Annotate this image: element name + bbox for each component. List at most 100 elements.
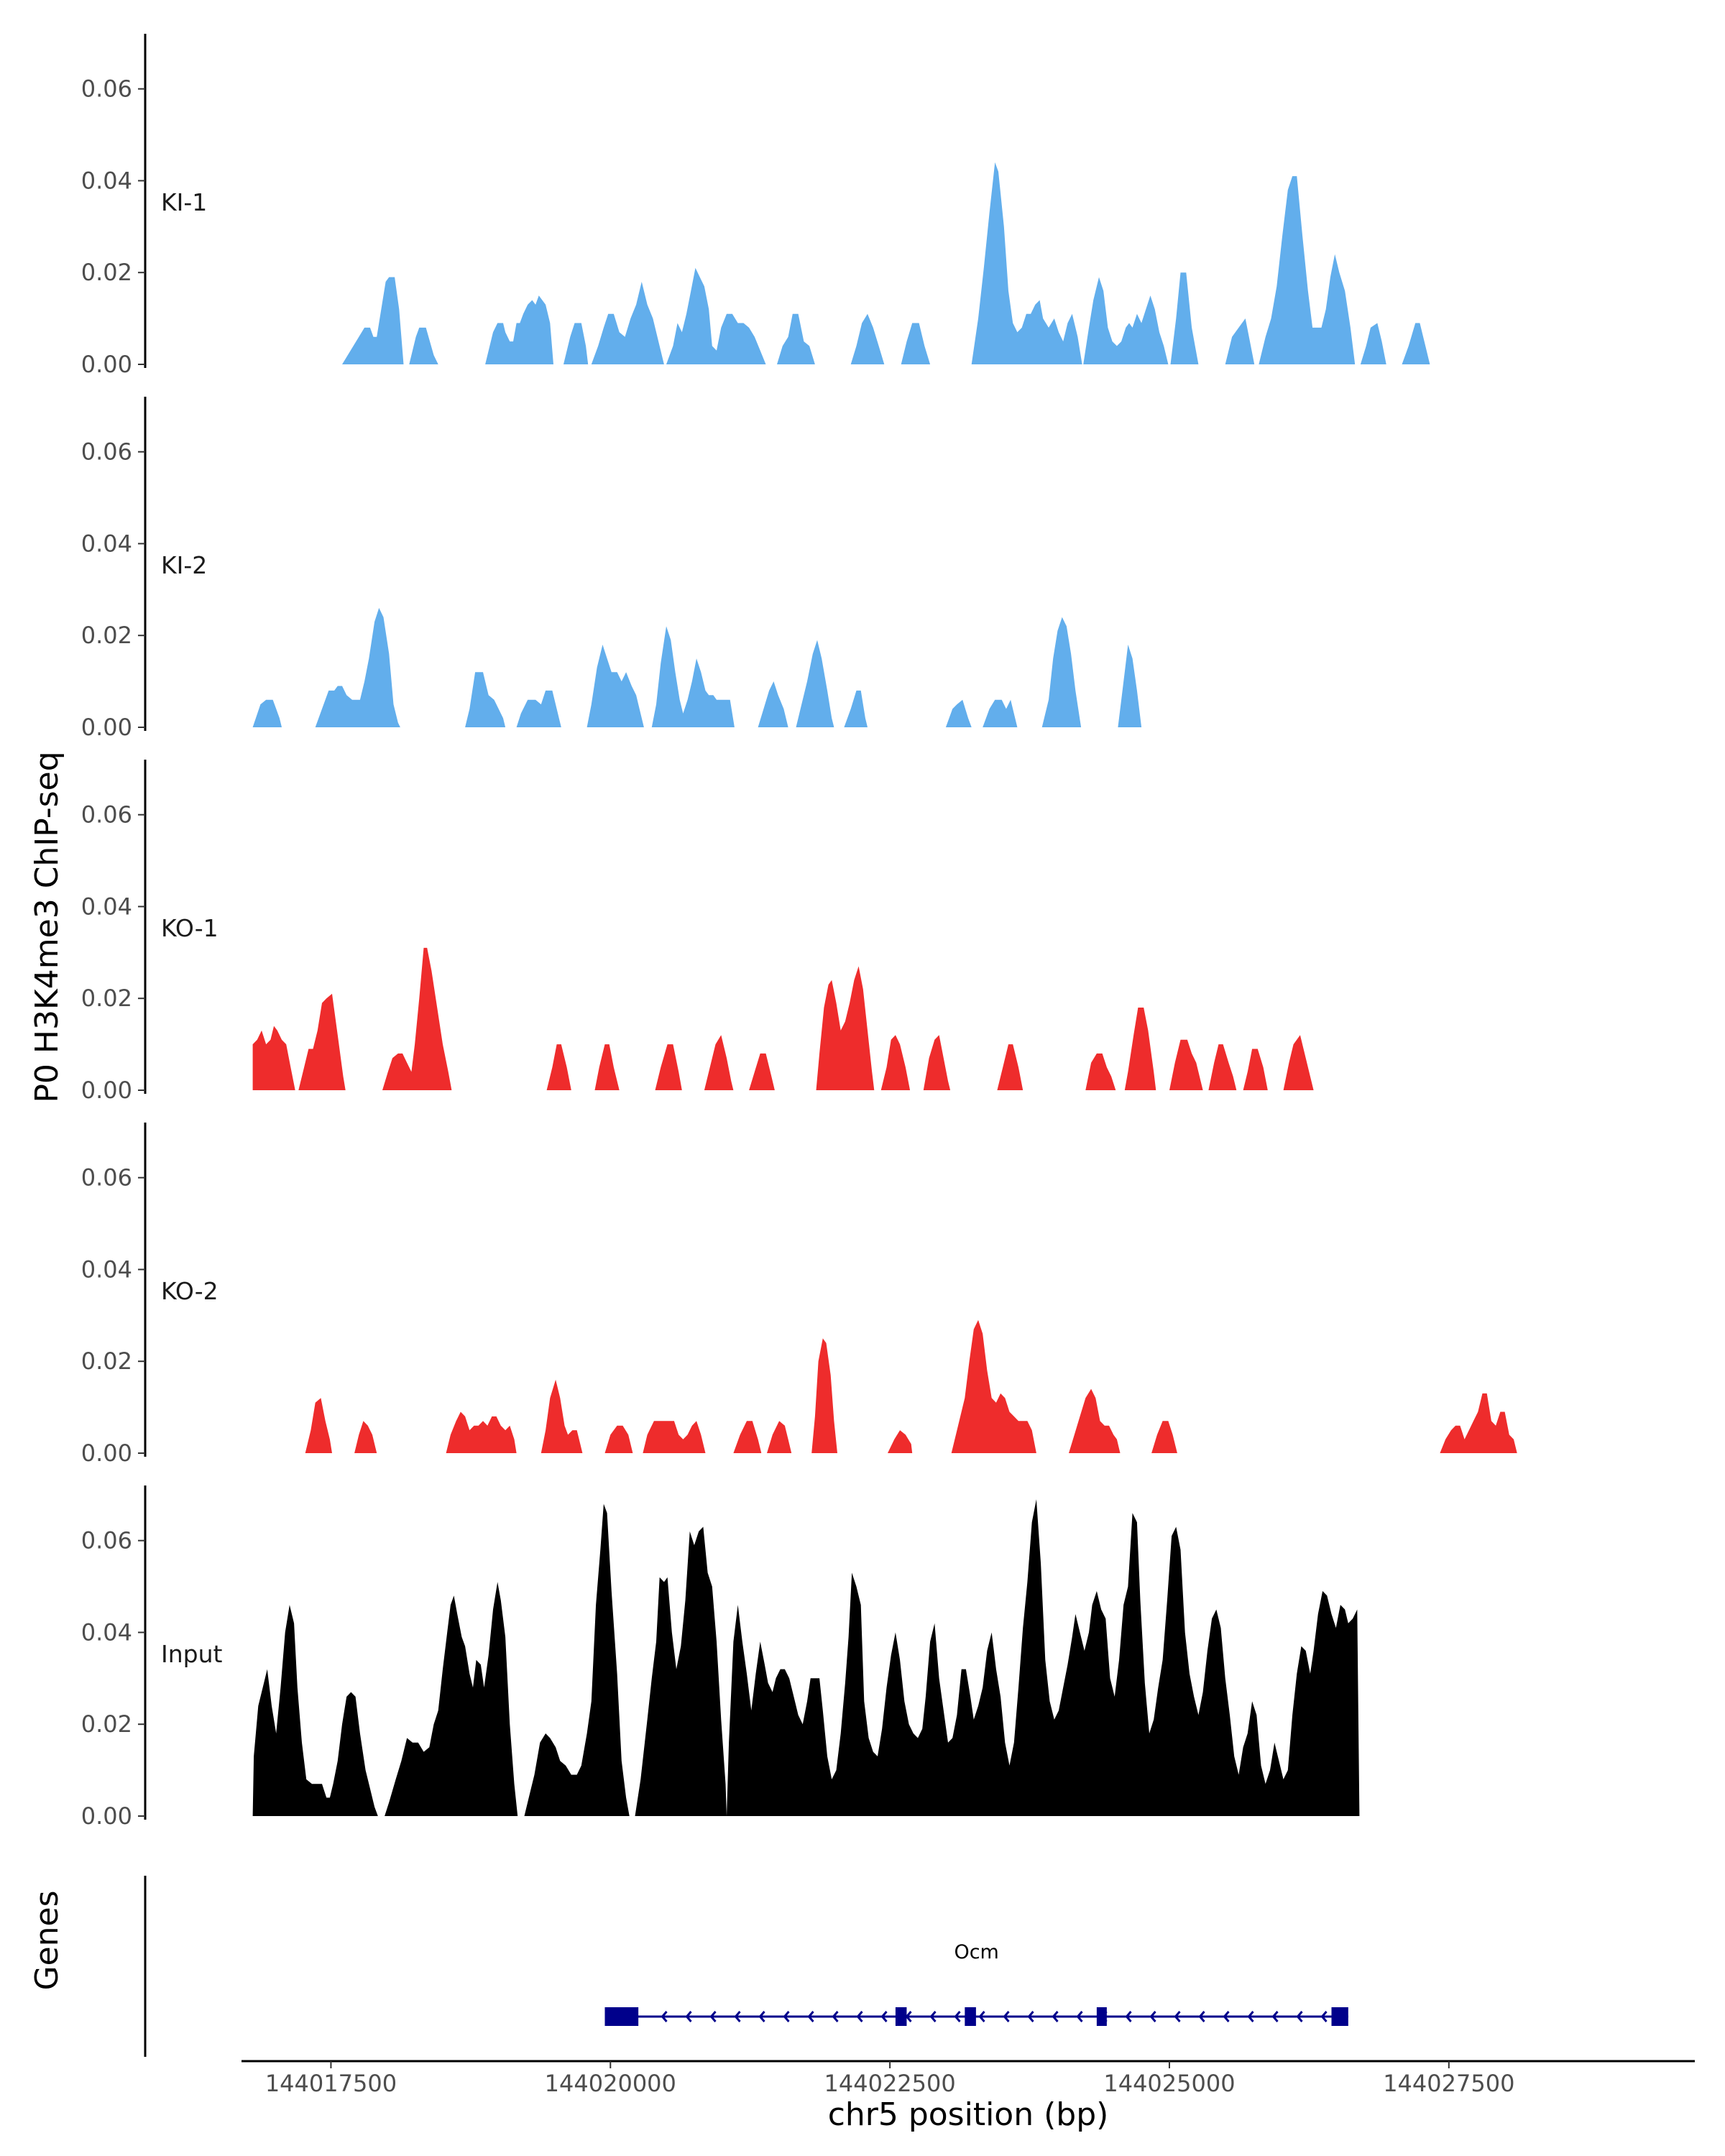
signal-peak xyxy=(1360,323,1386,364)
signal-peak xyxy=(1225,318,1255,364)
signal-peak xyxy=(446,1411,517,1453)
strand-arrow xyxy=(1100,2011,1108,2022)
signal-peak xyxy=(901,323,931,364)
signal-peak xyxy=(1151,1421,1177,1453)
strand-arrow xyxy=(807,2011,814,2022)
strand-arrow xyxy=(709,2011,717,2022)
y-tick-label: 0.00 xyxy=(81,1439,132,1467)
gene-exon xyxy=(895,2007,907,2026)
signal-peak xyxy=(1085,1053,1116,1090)
signal-peak xyxy=(888,1430,913,1453)
x-tick-label: 144020000 xyxy=(545,2070,676,2097)
strand-arrow xyxy=(734,2011,741,2022)
track-label: KI-2 xyxy=(161,551,207,579)
signal-peak xyxy=(844,690,868,727)
signal-peak xyxy=(604,1425,633,1453)
signal-peak xyxy=(1402,323,1430,364)
y-tick-label: 0.06 xyxy=(81,75,132,103)
signal-peak xyxy=(767,1421,792,1453)
signal-peak xyxy=(1208,1044,1237,1090)
strand-arrow xyxy=(880,2011,888,2022)
strand-arrow xyxy=(1052,2011,1059,2022)
signal-peak xyxy=(1283,1035,1314,1090)
gene-name-label: Ocm xyxy=(954,1941,998,1963)
y-tick-label: 0.04 xyxy=(81,893,132,920)
track-ko-1: 0.00 0.02 0.04 0.06 KO-1 xyxy=(81,760,1314,1104)
signal-peak xyxy=(643,1421,706,1453)
strand-arrow xyxy=(1247,2011,1254,2022)
y-tick-label: 0.04 xyxy=(81,1618,132,1646)
strand-arrow xyxy=(661,2011,668,2022)
y-tick-label: 0.04 xyxy=(81,1256,132,1283)
y-tick-label: 0.02 xyxy=(81,1348,132,1375)
y-tick-label: 0.02 xyxy=(81,259,132,286)
signal-peak xyxy=(758,681,788,727)
track-label: KO-2 xyxy=(161,1277,218,1305)
x-tick-label: 144027500 xyxy=(1383,2070,1514,2097)
signal-peak xyxy=(971,162,1082,364)
signal-peak xyxy=(733,1421,762,1453)
signal-peak xyxy=(1259,176,1356,364)
strand-arrow xyxy=(1149,2011,1156,2022)
y-tick-label: 0.02 xyxy=(81,622,132,649)
signal-peak xyxy=(298,993,346,1090)
gene-exon xyxy=(965,2007,976,2026)
y-tick-label: 0.00 xyxy=(81,714,132,741)
signal-peak xyxy=(880,1035,911,1090)
strand-arrow xyxy=(783,2011,790,2022)
strand-arrow xyxy=(1320,2011,1328,2022)
strand-arrow xyxy=(1076,2011,1083,2022)
signal-peak xyxy=(252,699,282,727)
strand-arrow xyxy=(1027,2011,1034,2022)
y-tick-label: 0.04 xyxy=(81,530,132,557)
signal-peak xyxy=(524,1503,630,1816)
strand-arrow xyxy=(1271,2011,1279,2022)
signal-peak xyxy=(546,1044,571,1090)
signal-peak xyxy=(951,1319,1036,1453)
signal-peak xyxy=(252,1026,295,1090)
x-tick-label: 144025000 xyxy=(1103,2070,1235,2097)
y-axis-title: P0 H3K4me3 ChIP-seq xyxy=(29,751,65,1102)
y-tick-label: 0.06 xyxy=(81,1527,132,1554)
y-tick-label: 0.06 xyxy=(81,1164,132,1192)
signal-peak xyxy=(704,1035,734,1090)
signal-peak xyxy=(485,295,553,364)
signal-peak xyxy=(1243,1049,1268,1090)
y-tick-label: 0.02 xyxy=(81,1710,132,1738)
signal-peak xyxy=(382,947,452,1090)
track-ki-1: 0.00 0.02 0.04 0.06 KI-1 xyxy=(81,34,1430,378)
strand-arrow xyxy=(1003,2011,1010,2022)
strand-arrow xyxy=(685,2011,692,2022)
signal-peak xyxy=(385,1582,518,1816)
y-tick-label: 0.00 xyxy=(81,1077,132,1104)
signal-peak xyxy=(1169,1039,1203,1090)
tracks-layer: 0.00 0.02 0.04 0.06 KI-1 0.00 0.02 0.04 0.06 KI-2… xyxy=(81,34,1517,1830)
signal-peak xyxy=(816,966,875,1090)
signal-peak xyxy=(315,607,400,727)
track-label: Input xyxy=(161,1640,223,1668)
signal-peak xyxy=(923,1035,951,1090)
strand-arrow xyxy=(832,2011,839,2022)
signal-peak xyxy=(945,699,972,727)
signal-peak xyxy=(727,1499,1360,1816)
signal-peak xyxy=(305,1398,332,1453)
signal-peak xyxy=(516,690,561,727)
signal-peak xyxy=(409,327,438,364)
y-tick-label: 0.04 xyxy=(81,167,132,194)
strand-arrow xyxy=(856,2011,863,2022)
y-tick-label: 0.06 xyxy=(81,438,132,466)
signal-peak xyxy=(1118,645,1142,727)
signal-peak xyxy=(354,1421,377,1453)
strand-arrow xyxy=(1174,2011,1181,2022)
signal-peak xyxy=(850,313,885,364)
strand-arrow xyxy=(1125,2011,1132,2022)
signal-peak xyxy=(666,267,766,364)
signal-peak xyxy=(591,282,664,364)
signal-peak xyxy=(1083,277,1169,364)
signal-peak xyxy=(983,699,1018,727)
gene-layer: Ocm xyxy=(144,1876,1348,2057)
signal-peak xyxy=(655,1044,682,1090)
x-tick-label: 144017500 xyxy=(265,2070,397,2097)
signal-peak xyxy=(635,1526,727,1816)
